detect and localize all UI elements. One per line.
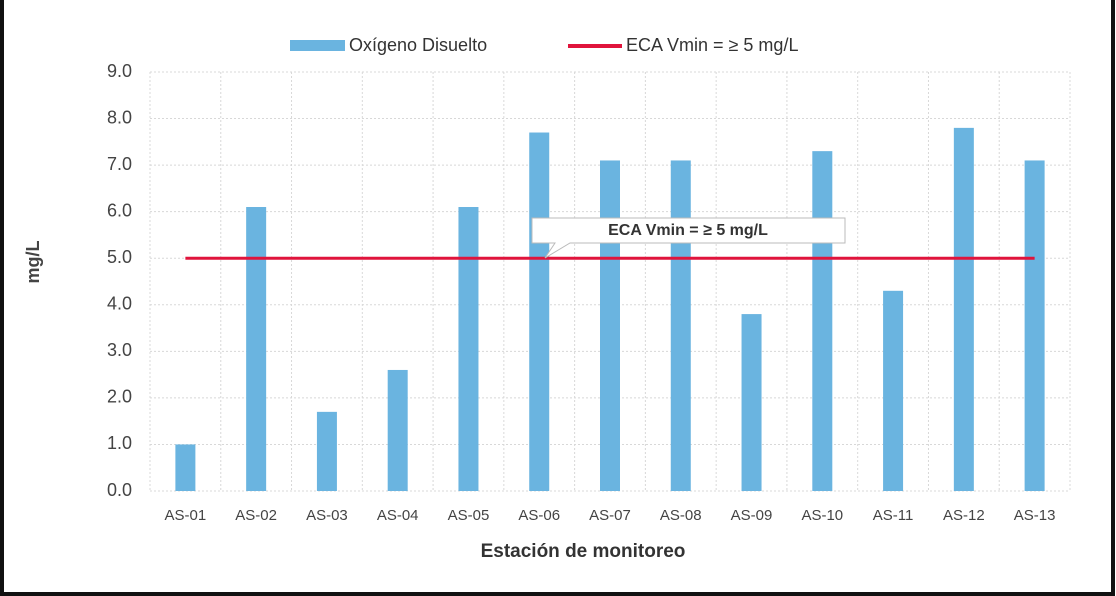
x-tick-label: AS-07 bbox=[589, 507, 631, 524]
bar bbox=[670, 160, 691, 491]
bar bbox=[1024, 160, 1045, 491]
y-tick-label: 4.0 bbox=[107, 294, 132, 314]
x-tick-label: AS-09 bbox=[731, 507, 773, 524]
bar bbox=[316, 411, 337, 491]
bar bbox=[741, 314, 762, 491]
y-tick-label: 6.0 bbox=[107, 200, 132, 220]
legend-swatch-bar bbox=[290, 40, 345, 51]
bar bbox=[600, 160, 620, 491]
y-tick-label: 1.0 bbox=[107, 433, 132, 453]
bar bbox=[387, 369, 408, 491]
x-tick-label: AS-12 bbox=[943, 507, 985, 524]
bar bbox=[953, 127, 974, 491]
bar bbox=[246, 207, 267, 491]
y-tick-label: 7.0 bbox=[107, 154, 132, 174]
y-tick-label: 9.0 bbox=[107, 61, 132, 81]
bar bbox=[175, 444, 196, 491]
annotation: ECA Vmin = ≥ 5 mg/L bbox=[608, 222, 768, 239]
x-tick-label: AS-04 bbox=[377, 507, 419, 524]
y-tick-label: 5.0 bbox=[107, 247, 132, 267]
y-axis-label: mg/L bbox=[23, 240, 43, 283]
x-tick-label: AS-02 bbox=[235, 507, 277, 524]
x-axis-label: Estación de monitoreo bbox=[481, 541, 686, 562]
bar bbox=[812, 151, 833, 491]
x-tick-label: AS-08 bbox=[660, 507, 702, 524]
y-tick-label: 8.0 bbox=[107, 107, 132, 127]
x-tick-label: AS-05 bbox=[448, 507, 490, 524]
x-tick-label: AS-10 bbox=[801, 507, 843, 524]
x-tick-label: AS-13 bbox=[1014, 507, 1056, 524]
legend-label: ECA Vmin = ≥ 5 mg/L bbox=[626, 35, 798, 55]
x-tick-label: AS-01 bbox=[165, 507, 207, 524]
x-tick-label: AS-03 bbox=[306, 507, 348, 524]
legend-label: Oxígeno Disuelto bbox=[349, 35, 487, 55]
bar bbox=[458, 207, 479, 491]
bar bbox=[883, 290, 904, 491]
y-tick-label: 0.0 bbox=[107, 480, 132, 500]
x-tick-label: AS-06 bbox=[518, 507, 560, 524]
annotation-callout bbox=[531, 217, 846, 259]
y-tick-label: 3.0 bbox=[107, 340, 132, 360]
y-tick-label: 2.0 bbox=[107, 387, 132, 407]
x-tick-label: AS-11 bbox=[873, 507, 914, 524]
bar bbox=[529, 132, 550, 491]
